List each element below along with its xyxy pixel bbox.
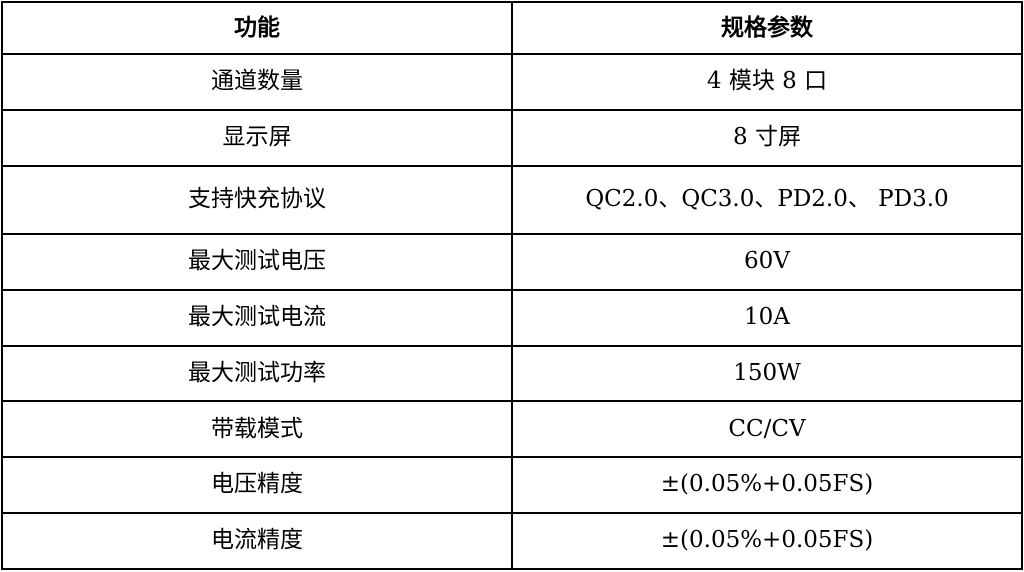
row-label: 电压精度 [1,456,513,515]
row-value: QC2.0、QC3.0、PD2.0、 PD3.0 [511,164,1023,235]
row-value: ±(0.05%+0.05FS) [511,456,1023,515]
row-value: 60V [511,232,1023,291]
row-label: 显示屏 [1,108,513,167]
row-label: 最大测试功率 [1,344,513,403]
row-value: 4 模块 8 口 [511,53,1023,111]
row-value: 10A [511,288,1023,347]
row-label: 最大测试电流 [1,288,513,347]
table-row: 支持快充协议 QC2.0、QC3.0、PD2.0、 PD3.0 [1,164,1023,235]
row-label: 最大测试电压 [1,232,513,291]
header-function: 功能 [1,1,513,55]
table-row: 带载模式 CC/CV [1,400,1023,459]
table-row: 显示屏 8 寸屏 [1,108,1023,167]
row-value: CC/CV [511,400,1023,459]
table-row: 最大测试功率 150W [1,344,1023,403]
table-row: 电压精度 ±(0.05%+0.05FS) [1,456,1023,515]
row-value: 150W [511,344,1023,403]
table-row: 电流精度 ±(0.05%+0.05FS) [1,512,1023,570]
header-spec: 规格参数 [511,1,1023,55]
row-label: 支持快充协议 [1,164,513,235]
row-value: ±(0.05%+0.05FS) [511,512,1023,570]
row-value: 8 寸屏 [511,108,1023,167]
row-label: 带载模式 [1,400,513,459]
header-row: 功能 规格参数 [1,1,1023,55]
table-row: 通道数量 4 模块 8 口 [1,53,1023,111]
table-row: 最大测试电流 10A [1,288,1023,347]
row-label: 通道数量 [1,53,513,111]
row-label: 电流精度 [1,512,513,570]
table-row: 最大测试电压 60V [1,232,1023,291]
